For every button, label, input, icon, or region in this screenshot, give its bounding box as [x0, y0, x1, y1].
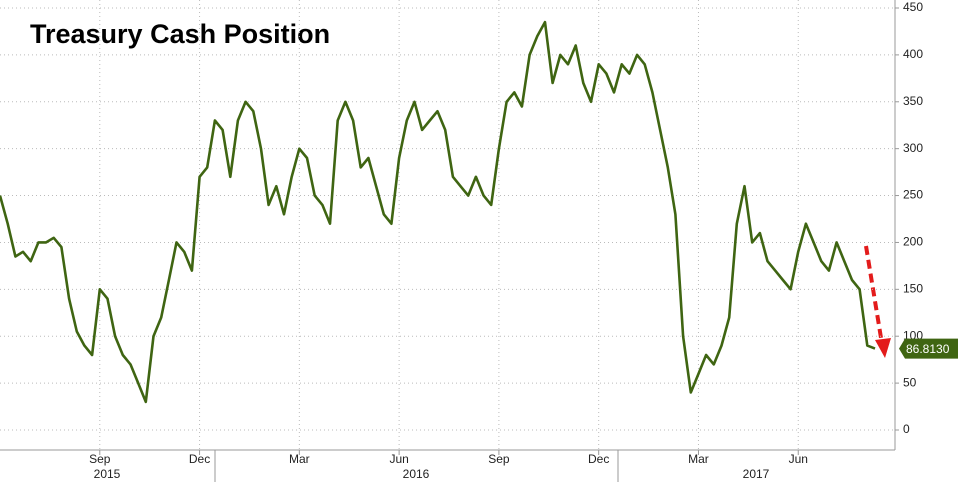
- y-tick-label: 300: [903, 141, 923, 155]
- arrow-annotation: [864, 245, 891, 358]
- data-line: [0, 20, 876, 404]
- x-tick-label: Jun: [789, 452, 808, 466]
- x-tick-label: Mar: [289, 452, 310, 466]
- x-tick-label: Sep: [89, 452, 111, 466]
- y-tick-label: 50: [903, 375, 917, 389]
- year-label: 2017: [743, 467, 770, 481]
- x-tick-label: Jun: [389, 452, 408, 466]
- last-value-box: [899, 338, 958, 359]
- year-label: 2015: [94, 467, 121, 481]
- y-tick-label: 0: [903, 422, 910, 436]
- x-tick-label: Dec: [189, 452, 210, 466]
- y-tick-label: 250: [903, 188, 923, 202]
- y-tick-label: 200: [903, 235, 923, 249]
- y-tick-label: 450: [903, 0, 923, 14]
- y-tick-label: 350: [903, 94, 923, 108]
- x-tick-label: Mar: [688, 452, 709, 466]
- x-tick-label: Sep: [488, 452, 510, 466]
- y-tick-label: 400: [903, 47, 923, 61]
- last-value-label: 86.8130: [906, 342, 950, 356]
- x-tick-label: Dec: [588, 452, 609, 466]
- year-label: 2016: [403, 467, 430, 481]
- y-tick-label: 150: [903, 282, 923, 296]
- chart-title: Treasury Cash Position: [30, 19, 330, 49]
